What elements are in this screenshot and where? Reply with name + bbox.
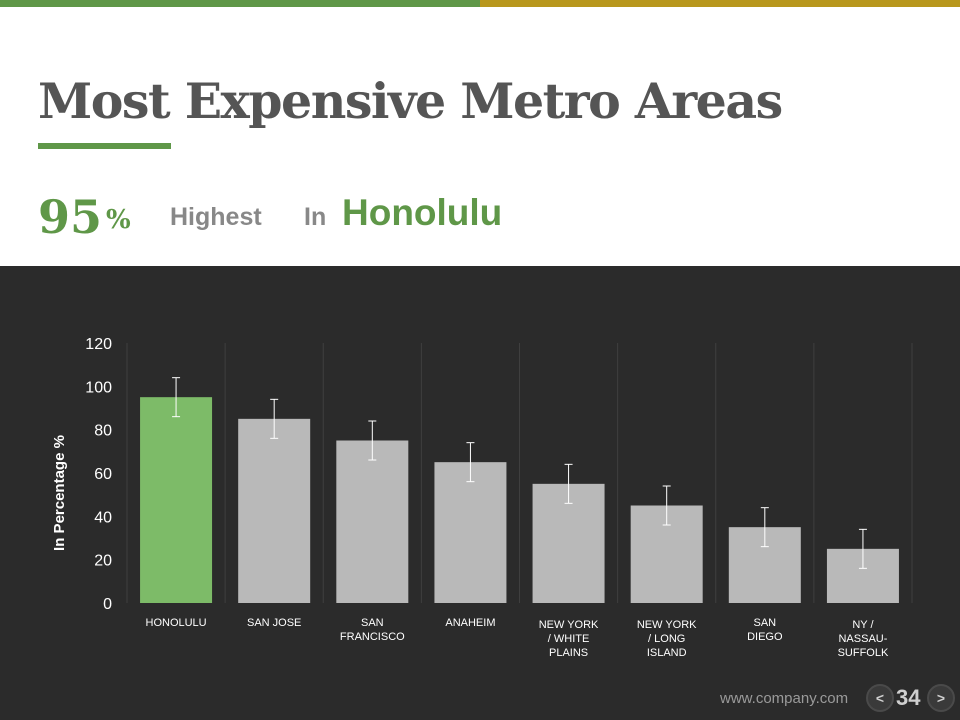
bar: [140, 397, 213, 603]
slide-title: Most Expensive Metro Areas: [38, 72, 783, 130]
prev-slide-button[interactable]: <: [866, 684, 894, 712]
y-tick-label: 80: [94, 423, 112, 440]
y-axis-label: In Percentage %: [51, 435, 68, 551]
x-tick-label: ISLAND: [647, 647, 687, 659]
footer-url[interactable]: www.company.com: [720, 690, 849, 707]
bar: [238, 418, 311, 603]
stat-unit: %: [106, 205, 131, 235]
y-tick-label: 0: [103, 596, 112, 613]
y-tick-label: 60: [94, 466, 112, 483]
y-tick-label: 120: [85, 336, 112, 353]
x-tick-label: NASSAU-: [838, 633, 887, 645]
title-underline: [38, 143, 171, 149]
next-slide-button[interactable]: >: [927, 684, 955, 712]
bar: [434, 462, 507, 603]
stat-value: 95: [38, 190, 103, 244]
top-accent-bar: [0, 0, 960, 7]
bar-chart: 0 20 40 60 80 100 120 In Percentage % HONOLULU SA…: [51, 336, 913, 659]
bar: [336, 440, 409, 603]
y-tick-label: 40: [94, 509, 112, 526]
x-tick-label: NEW YORK: [539, 619, 599, 631]
stat-text: Highest: [170, 203, 262, 231]
top-accent-green: [0, 0, 480, 7]
x-tick-label: NY /: [852, 619, 874, 631]
y-tick-label: 20: [94, 553, 112, 570]
x-tick-label: / WHITE: [548, 633, 590, 645]
x-tick-label: DIEGO: [747, 631, 783, 643]
x-tick-label: HONOLULU: [146, 617, 207, 629]
x-tick-label: NEW YORK: [637, 619, 697, 631]
stat-highlight: Honolulu: [342, 192, 503, 233]
page-number: 34: [896, 685, 921, 710]
x-tick-label: SUFFOLK: [838, 647, 889, 659]
top-accent-gold: [480, 0, 960, 7]
stat-text-in: In: [304, 203, 327, 231]
x-tick-label: FRANCISCO: [340, 631, 405, 643]
x-tick-label: SAN: [754, 617, 777, 629]
x-tick-label: SAN: [361, 617, 384, 629]
x-tick-label: / LONG: [648, 633, 685, 645]
y-tick-label: 100: [85, 379, 112, 396]
x-tick-label: ANAHEIM: [445, 617, 495, 629]
x-tick-label: SAN JOSE: [247, 617, 301, 629]
x-tick-label: PLAINS: [549, 647, 588, 659]
